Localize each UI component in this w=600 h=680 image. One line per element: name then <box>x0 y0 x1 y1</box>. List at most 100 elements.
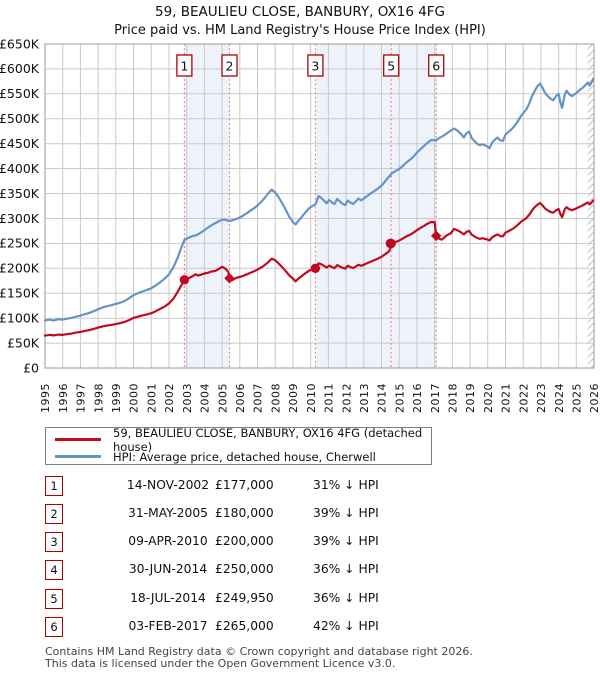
y-axis-tick: £100K <box>0 311 40 326</box>
transaction-row: 5 18-JUL-2014 £249,950 36% ↓ HPI <box>45 589 555 609</box>
legend-label-hpi: HPI: Average price, detached house, Cher… <box>113 449 376 464</box>
transaction-date: 30-JUN-2014 <box>128 562 208 576</box>
y-axis-tick: £200K <box>0 261 40 276</box>
transaction-row: 6 03-FEB-2017 £265,000 42% ↓ HPI <box>45 617 555 637</box>
x-axis-tick: 2007 <box>252 383 265 413</box>
sale-marker-2 <box>224 273 235 284</box>
sale-label-5: 5 <box>383 54 400 77</box>
x-axis-tick: 2010 <box>305 383 318 413</box>
x-axis-tick: 2004 <box>199 383 212 413</box>
x-axis-tick: 2017 <box>429 383 442 413</box>
x-axis-tick: 2019 <box>464 383 477 413</box>
svg-text:2: 2 <box>226 59 234 74</box>
ownership-band <box>315 44 437 368</box>
legend-item-property: 59, BEAULIEU CLOSE, BANBURY, OX16 4FG (d… <box>55 426 431 454</box>
transaction-hpi-delta: 36% ↓ HPI <box>313 591 379 605</box>
hpi-line <box>43 77 595 322</box>
sale-label-2: 2 <box>221 54 238 77</box>
transaction-date: 14-NOV-2002 <box>126 478 210 492</box>
y-axis-tick: £350K <box>0 186 40 201</box>
y-axis-tick: £150K <box>0 286 40 301</box>
x-axis-tick: 2009 <box>287 383 300 413</box>
y-axis-tick: £250K <box>0 236 40 251</box>
x-axis-tick: 2012 <box>340 383 353 413</box>
y-axis-tick: £300K <box>0 211 40 226</box>
y-axis-tick: £450K <box>0 136 40 151</box>
transaction-price: £249,950 <box>215 591 274 605</box>
legend-label-property: 59, BEAULIEU CLOSE, BANBURY, OX16 4FG (d… <box>113 425 423 454</box>
x-axis-tick: 2000 <box>128 383 141 413</box>
sale-marker-6 <box>430 230 442 242</box>
transaction-number-badge: 1 <box>45 476 63 496</box>
page-title: 59, BEAULIEU CLOSE, BANBURY, OX16 4FG <box>154 4 446 20</box>
transaction-date: 31-MAY-2005 <box>128 506 208 520</box>
page-subtitle: Price paid vs. HM Land Registry's House … <box>114 23 486 38</box>
transaction-row: 3 09-APR-2010 £200,000 39% ↓ HPI <box>45 532 555 552</box>
transaction-row: 4 30-JUN-2014 £250,000 36% ↓ HPI <box>45 560 555 580</box>
transaction-hpi-delta: 39% ↓ HPI <box>313 534 379 548</box>
sale-marker-5 <box>386 238 396 249</box>
x-axis-tick: 2005 <box>216 383 229 413</box>
x-axis-tick: 2016 <box>411 383 424 413</box>
future-hatch <box>587 44 594 368</box>
transaction-price: £180,000 <box>215 506 274 520</box>
sale-marker-4 <box>385 238 395 249</box>
x-axis-tick: 2008 <box>269 383 282 413</box>
svg-text:3: 3 <box>311 59 319 74</box>
transaction-price: £200,000 <box>215 534 274 548</box>
x-axis-tick: 2026 <box>588 383 600 413</box>
transaction-number-badge: 2 <box>45 504 63 524</box>
x-axis-tick: 2015 <box>393 383 406 413</box>
svg-text:6: 6 <box>432 59 440 74</box>
x-axis-tick: 2006 <box>234 383 247 413</box>
sale-marker-1 <box>179 275 190 285</box>
transaction-hpi-delta: 42% ↓ HPI <box>313 619 379 633</box>
x-axis-tick: 2001 <box>146 383 159 413</box>
sale-label-3: 3 <box>307 54 324 77</box>
y-axis-tick: £550K <box>0 86 40 101</box>
transaction-hpi-delta: 39% ↓ HPI <box>313 506 379 520</box>
svg-text:5: 5 <box>387 59 395 74</box>
footer-line-2: This data is licensed under the Open Gov… <box>45 656 396 670</box>
transaction-row: 1 14-NOV-2002 £177,000 31% ↓ HPI <box>45 476 555 496</box>
x-axis-tick: 1999 <box>110 383 123 413</box>
license-footer: Contains HM Land Registry data © Crown c… <box>45 646 473 669</box>
y-axis-tick: £50K <box>7 335 40 350</box>
y-axis-tick: £0 <box>23 360 39 375</box>
y-axis-tick: £600K <box>0 61 40 76</box>
chart-legend: 59, BEAULIEU CLOSE, BANBURY, OX16 4FG (d… <box>45 426 432 465</box>
x-axis-tick: 2011 <box>323 383 336 413</box>
legend-item-hpi: HPI: Average price, detached house, Cher… <box>55 448 431 465</box>
y-axis-tick: £650K <box>0 36 40 51</box>
x-axis-tick: 2020 <box>482 383 495 413</box>
y-axis-tick: £400K <box>0 161 40 176</box>
transaction-hpi-delta: 36% ↓ HPI <box>313 562 379 576</box>
price-chart: 1 2 3 5 6 £0 £50K £100K £150K £200K £250K £300K £350… <box>0 36 600 413</box>
transaction-hpi-delta: 31% ↓ HPI <box>313 478 379 492</box>
transaction-number-badge: 6 <box>45 617 63 637</box>
x-axis-tick: 1998 <box>92 383 105 413</box>
x-axis-tick: 2025 <box>571 383 584 413</box>
hpi-line-swatch <box>55 455 101 458</box>
transaction-date: 18-JUL-2014 <box>130 591 206 605</box>
x-axis-tick: 1995 <box>39 383 52 413</box>
transaction-number-badge: 5 <box>45 589 63 609</box>
svg-text:1: 1 <box>180 59 188 74</box>
sale-label-1: 1 <box>176 54 193 77</box>
x-axis-tick: 2021 <box>500 383 513 413</box>
x-axis-tick: 2018 <box>447 383 460 413</box>
x-axis-tick: 2002 <box>163 383 176 413</box>
x-axis-tick: 2022 <box>517 383 530 413</box>
transaction-price: £250,000 <box>215 562 274 576</box>
x-axis-tick: 2013 <box>358 383 371 413</box>
transaction-date: 09-APR-2010 <box>128 534 208 548</box>
transaction-row: 2 31-MAY-2005 £180,000 39% ↓ HPI <box>45 504 555 524</box>
y-axis-tick: £500K <box>0 111 40 126</box>
sale-label-6: 6 <box>428 54 445 77</box>
sale-marker-3 <box>310 263 321 273</box>
property-line <box>43 199 595 337</box>
transaction-number-badge: 3 <box>45 532 63 552</box>
x-axis-tick: 1996 <box>57 383 70 413</box>
footer-line-1: Contains HM Land Registry data © Crown c… <box>45 645 473 658</box>
